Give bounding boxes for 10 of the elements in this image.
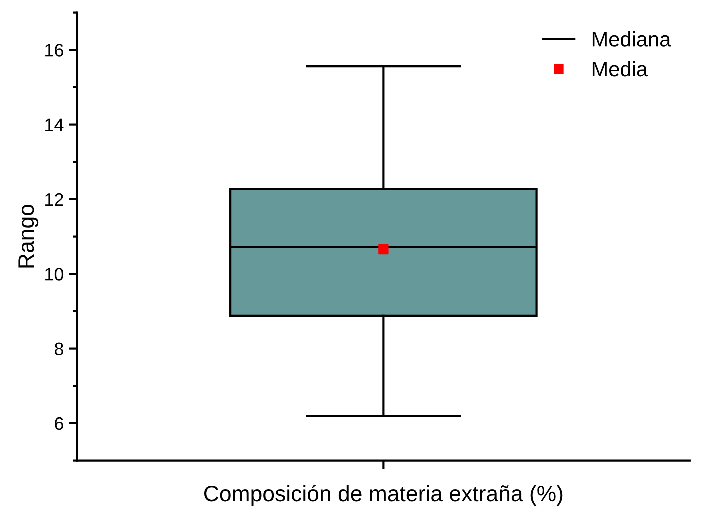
y-axis-title: Rango [18, 204, 39, 268]
y-tick-label: 6 [55, 417, 64, 430]
y-tick-label: 12 [46, 193, 64, 206]
legend-label: Media [592, 61, 648, 77]
legend-label: Mediana [592, 32, 672, 47]
y-tick-label: 8 [54, 342, 64, 356]
y-tick-label: 10 [46, 268, 64, 281]
y-tick-label: 16 [46, 44, 64, 57]
x-axis-title: Composición de materia extraña (%) [204, 485, 563, 506]
y-tick-label: 14 [46, 118, 64, 132]
